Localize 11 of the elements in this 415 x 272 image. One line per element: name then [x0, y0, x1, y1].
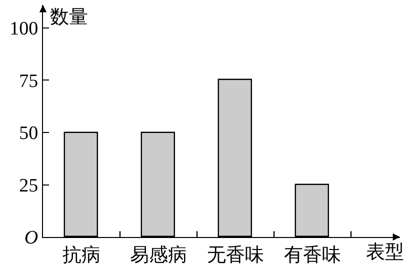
y-tick-label: 100 — [10, 18, 38, 40]
x-tick-label: 有香味 — [284, 244, 341, 266]
x-tick-label: 易感病 — [130, 244, 187, 266]
y-tick-label: 75 — [19, 70, 38, 92]
x-axis-title: 表型 — [366, 242, 404, 263]
x-tick-label: 抗病 — [62, 244, 100, 266]
y-tick-label: O — [24, 228, 38, 249]
y-axis-title: 数量 — [50, 7, 88, 28]
x-tick-label: 无香味 — [207, 244, 264, 266]
y-tick-label: 25 — [19, 175, 38, 196]
y-tick-label: 50 — [19, 123, 38, 144]
